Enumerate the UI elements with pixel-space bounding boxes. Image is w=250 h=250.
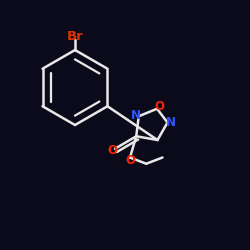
Text: O: O [107,144,117,156]
Text: Br: Br [66,30,84,43]
Text: N: N [166,116,175,129]
Text: N: N [131,109,141,122]
Text: O: O [154,100,164,113]
Text: O: O [125,154,135,167]
